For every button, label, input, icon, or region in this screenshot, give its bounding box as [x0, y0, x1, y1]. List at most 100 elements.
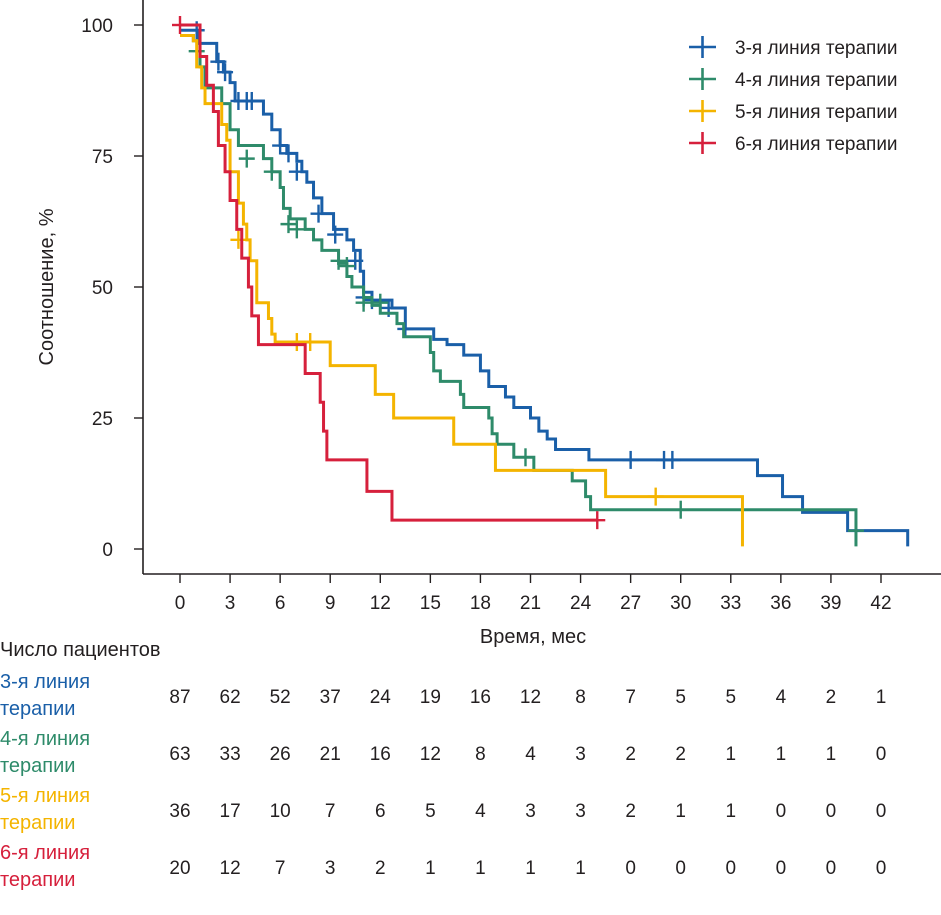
x-tick-label: 9 — [325, 593, 336, 614]
x-tick-label: 27 — [620, 593, 641, 614]
risk-count: 1 — [575, 858, 586, 879]
risk-row-label-line1: 3-я линия — [0, 671, 90, 693]
risk-count: 17 — [220, 801, 241, 822]
survival-curve — [180, 33, 744, 547]
risk-count: 12 — [420, 744, 441, 765]
risk-count: 1 — [876, 687, 887, 708]
risk-count: 0 — [725, 858, 736, 879]
risk-count: 7 — [275, 858, 286, 879]
risk-count: 37 — [320, 687, 341, 708]
risk-count: 2 — [625, 744, 636, 765]
x-tick-label: 33 — [720, 593, 741, 614]
risk-count: 33 — [220, 744, 241, 765]
legend: 3-я линия терапии 4-я линия терапии 5-я ли… — [689, 36, 898, 155]
y-tick-label: 100 — [81, 16, 113, 37]
risk-count: 2 — [375, 858, 386, 879]
legend-label: 4-я линия терапии — [735, 70, 898, 91]
x-tick-label: 6 — [275, 593, 286, 614]
legend-item: 3-я линия терапии — [689, 36, 898, 59]
risk-count: 2 — [625, 801, 636, 822]
x-tick-label: 3 — [225, 593, 236, 614]
risk-table-title: Число пациентов — [0, 639, 161, 661]
risk-count: 7 — [325, 801, 336, 822]
x-tick-label: 21 — [520, 593, 541, 614]
legend-item: 4-я линия терапии — [689, 68, 898, 91]
risk-row-label-line1: 5-я линия — [0, 785, 90, 807]
risk-count: 10 — [270, 801, 291, 822]
risk-count: 3 — [575, 801, 586, 822]
x-tick-label: 18 — [470, 593, 491, 614]
risk-count: 0 — [826, 801, 837, 822]
risk-row-label-line1: 4-я линия — [0, 728, 90, 750]
survival-curves — [172, 16, 910, 547]
legend-item: 5-я линия терапии — [689, 100, 898, 123]
y-tick-label: 75 — [92, 147, 113, 168]
risk-count: 87 — [169, 687, 190, 708]
risk-count: 4 — [776, 687, 787, 708]
risk-count: 12 — [520, 687, 541, 708]
risk-row-label-line1: 6-я линия — [0, 842, 90, 864]
risk-row-label-line2: терапии — [0, 812, 75, 834]
x-tick-label: 12 — [370, 593, 391, 614]
x-tick-label: 24 — [570, 593, 592, 614]
risk-count: 5 — [425, 801, 436, 822]
risk-count: 1 — [425, 858, 436, 879]
risk-count: 6 — [375, 801, 386, 822]
series-3-line-group — [180, 21, 910, 547]
risk-count: 52 — [270, 687, 291, 708]
risk-count: 3 — [575, 744, 586, 765]
risk-count: 20 — [169, 858, 190, 879]
y-tick-label: 0 — [102, 540, 113, 561]
risk-count: 1 — [725, 801, 736, 822]
risk-count: 0 — [625, 858, 636, 879]
risk-count: 7 — [625, 687, 636, 708]
risk-count: 16 — [470, 687, 491, 708]
x-tick-label: 30 — [670, 593, 691, 614]
risk-count: 3 — [525, 801, 536, 822]
risk-count: 5 — [725, 687, 736, 708]
risk-count: 0 — [776, 801, 787, 822]
risk-count: 19 — [420, 687, 441, 708]
legend-label: 3-я линия терапии — [735, 38, 898, 59]
risk-count: 0 — [876, 858, 887, 879]
risk-count: 1 — [826, 744, 837, 765]
survival-curve — [180, 28, 910, 547]
legend-label: 6-я линия терапии — [735, 134, 898, 155]
risk-row-label-line2: терапии — [0, 698, 75, 720]
risk-count: 1 — [776, 744, 787, 765]
legend-item: 6-я линия терапии — [689, 132, 898, 155]
risk-count: 0 — [826, 858, 837, 879]
survival-curve — [180, 33, 858, 547]
risk-count: 8 — [575, 687, 586, 708]
series-5-line-group — [180, 33, 744, 547]
legend-label: 5-я линия терапии — [735, 102, 898, 123]
series-4-line-group — [180, 33, 864, 547]
risk-count: 0 — [876, 801, 887, 822]
risk-count: 3 — [325, 858, 336, 879]
risk-count: 1 — [725, 744, 736, 765]
x-tick-label: 15 — [420, 593, 441, 614]
risk-count: 0 — [675, 858, 686, 879]
risk-row-label-line2: терапии — [0, 869, 75, 891]
x-tick-label: 42 — [870, 593, 891, 614]
risk-count: 2 — [675, 744, 686, 765]
risk-count: 1 — [475, 858, 486, 879]
risk-count: 1 — [525, 858, 536, 879]
risk-count: 16 — [370, 744, 391, 765]
risk-count: 12 — [220, 858, 241, 879]
risk-count: 4 — [525, 744, 536, 765]
risk-row-label-line2: терапии — [0, 755, 75, 777]
risk-count: 62 — [220, 687, 241, 708]
risk-count: 0 — [776, 858, 787, 879]
x-tick-label: 0 — [175, 593, 186, 614]
risk-count: 4 — [475, 801, 486, 822]
y-axis-label: Соотношение, % — [36, 208, 58, 365]
risk-count: 5 — [675, 687, 686, 708]
risk-count: 63 — [169, 744, 190, 765]
